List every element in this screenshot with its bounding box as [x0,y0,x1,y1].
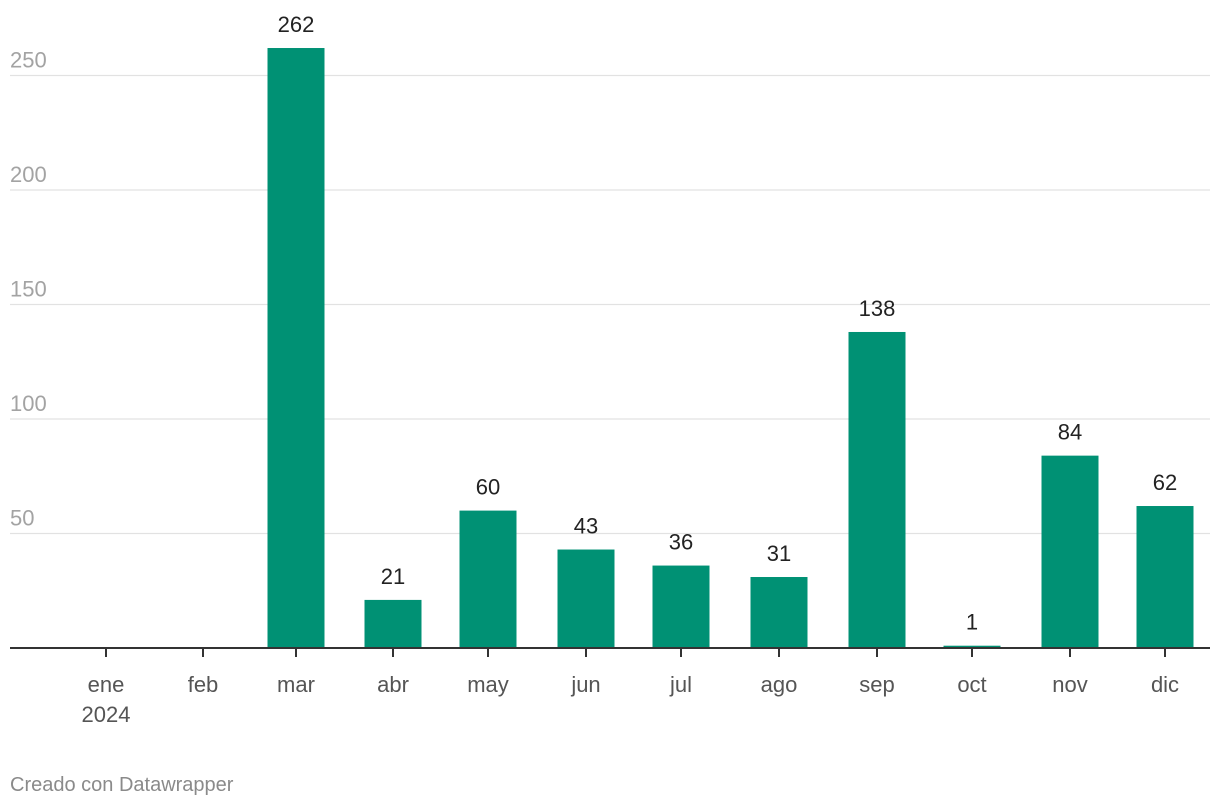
y-tick-label: 250 [10,48,47,73]
bar-jun [557,549,615,648]
data-label-sep: 138 [859,296,896,321]
y-tick-label: 150 [10,277,47,302]
bar-may [459,510,517,648]
data-label-abr: 21 [381,564,405,589]
data-label-mar: 262 [278,12,315,37]
x-tick-label-sep: sep [859,672,894,697]
bar-nov [1041,455,1099,648]
bar-sep [848,331,906,648]
y-tick-label: 50 [10,506,34,531]
data-labels: 262 21 60 43 36 31 138 1 84 62 [278,12,1178,635]
x-tick-year-label: 2024 [82,702,131,727]
bar-oct [943,645,1001,648]
bar-mar [267,48,325,648]
x-tick-label-oct: oct [957,672,986,697]
data-label-may: 60 [476,475,500,500]
data-label-jul: 36 [669,530,693,555]
x-tick-label-ago: ago [761,672,798,697]
data-label-ago: 31 [767,541,791,566]
x-tick-label-may: may [467,672,509,697]
x-tick-label-jul: jul [669,672,692,697]
data-label-oct: 1 [966,610,978,635]
data-label-dic: 62 [1153,470,1177,495]
x-tick-label-dic: dic [1151,672,1179,697]
x-tick-label-ene: ene [88,672,125,697]
x-axis: ene feb mar abr may jun jul ago sep oct nov dic 2024 [10,647,1210,727]
credit-text: Creado con Datawrapper [10,774,234,796]
bars [267,48,1194,648]
y-tick-label: 200 [10,162,47,187]
y-tick-label: 100 [10,391,47,416]
x-tick-label-abr: abr [377,672,409,697]
bar-dic [1136,506,1194,648]
data-label-nov: 84 [1058,420,1082,445]
gridlines [10,74,1210,535]
x-tick-label-nov: nov [1052,672,1087,697]
bar-ago [750,577,808,648]
x-tick-label-jun: jun [570,672,600,697]
bar-abr [364,599,422,648]
bar-chart: 50 100 150 200 250 262 21 60 43 36 31 138 1 84 62 ene… [10,12,1210,727]
bar-jul [652,565,710,648]
y-axis-ticks: 50 100 150 200 250 [10,48,47,531]
x-tick-label-feb: feb [188,672,219,697]
x-tick-label-mar: mar [277,672,315,697]
data-label-jun: 43 [574,514,598,539]
